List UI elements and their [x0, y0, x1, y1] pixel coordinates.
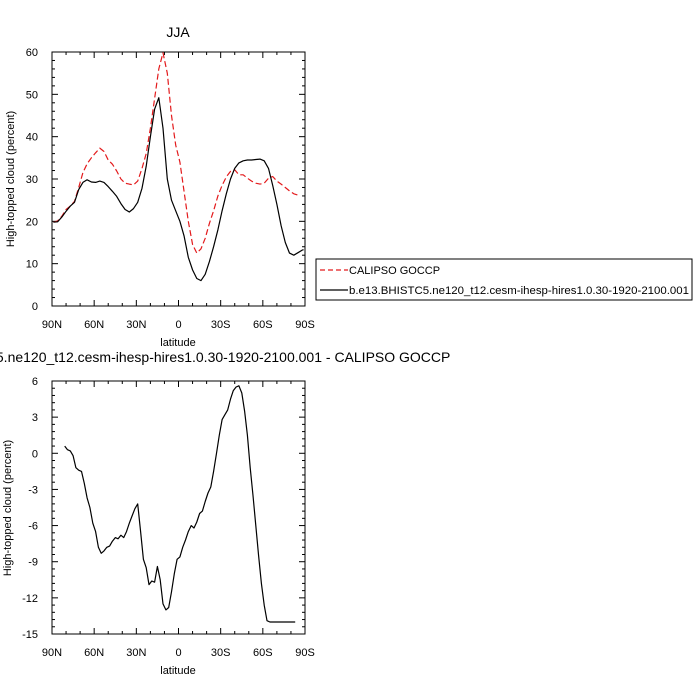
bottom-x-axis-label: latitude — [160, 665, 195, 677]
bottom-y-tick-label: 6 — [32, 376, 38, 388]
top-series-0-line — [53, 52, 299, 254]
top-x-axis-label: latitude — [160, 337, 195, 349]
bottom-x-tick-label: 30S — [211, 647, 231, 659]
legend-label-calipso: CALIPSO GOCCP — [349, 265, 440, 277]
bottom-series-layer — [64, 385, 296, 623]
bottom-y-axis-label: High-topped cloud (percent) — [2, 440, 14, 576]
bottom-panel: b.e13.BHISTC5.ne120_t12.cesm-ihesp-hires… — [0, 349, 450, 677]
top-x-tick-label: 90N — [42, 319, 62, 331]
bottom-x-tick-label: 90S — [295, 647, 315, 659]
bottom-y-tick-label: 0 — [32, 448, 38, 460]
top-series-layer — [53, 52, 304, 282]
legend: CALIPSO GOCCP b.e13.BHISTC5.ne120_t12.ce… — [315, 258, 693, 301]
top-chart-title: JJA — [166, 24, 190, 40]
bottom-axis-ticks: 90N 60N 30N 0 30S 60S 90S 6 3 0 -3 -6 -9 -12 -15 — [22, 376, 315, 659]
top-y-tick-label: 20 — [26, 216, 38, 228]
top-y-tick-label: 0 — [32, 301, 38, 313]
top-x-tick-label: 30S — [211, 319, 231, 331]
bottom-x-tick-label: 90N — [42, 647, 62, 659]
top-series-1-line — [53, 97, 304, 282]
bottom-y-tick-label: -9 — [28, 557, 38, 569]
bottom-y-tick-label: -6 — [28, 521, 38, 533]
top-x-tick-label: 0 — [175, 319, 181, 331]
top-x-tick-label: 60S — [253, 319, 273, 331]
bottom-x-tick-label: 0 — [175, 647, 181, 659]
bottom-series-0-line — [64, 385, 296, 623]
top-panel: JJA 90N 60N 30N 0 30S 60S 90S 0 10 20 30 40 50 60 lat… — [5, 24, 315, 349]
bottom-y-tick-label: 3 — [32, 412, 38, 424]
top-x-tick-label: 90S — [295, 319, 315, 331]
top-y-tick-label: 50 — [26, 89, 38, 101]
top-x-tick-label: 30N — [126, 319, 146, 331]
top-y-tick-label: 30 — [26, 174, 38, 186]
top-y-axis-label: High-topped cloud (percent) — [5, 111, 17, 247]
top-x-tick-label: 60N — [84, 319, 104, 331]
bottom-x-tick-label: 60S — [253, 647, 273, 659]
bottom-chart-title: b.e13.BHISTC5.ne120_t12.cesm-ihesp-hires… — [0, 349, 450, 365]
bottom-y-tick-label: -15 — [22, 629, 38, 641]
bottom-y-tick-label: -3 — [28, 484, 38, 496]
top-axis-ticks: 90N 60N 30N 0 30S 60S 90S 0 10 20 30 40 50 60 — [26, 47, 315, 331]
top-y-tick-label: 40 — [26, 132, 38, 144]
legend-box — [315, 258, 693, 301]
bottom-y-tick-label: -12 — [22, 593, 38, 605]
bottom-x-tick-label: 60N — [84, 647, 104, 659]
top-y-tick-label: 10 — [26, 259, 38, 271]
legend-label-model: b.e13.BHISTC5.ne120_t12.cesm-ihesp-hires… — [349, 285, 689, 297]
bottom-x-tick-label: 30N — [126, 647, 146, 659]
top-y-tick-label: 60 — [26, 47, 38, 59]
